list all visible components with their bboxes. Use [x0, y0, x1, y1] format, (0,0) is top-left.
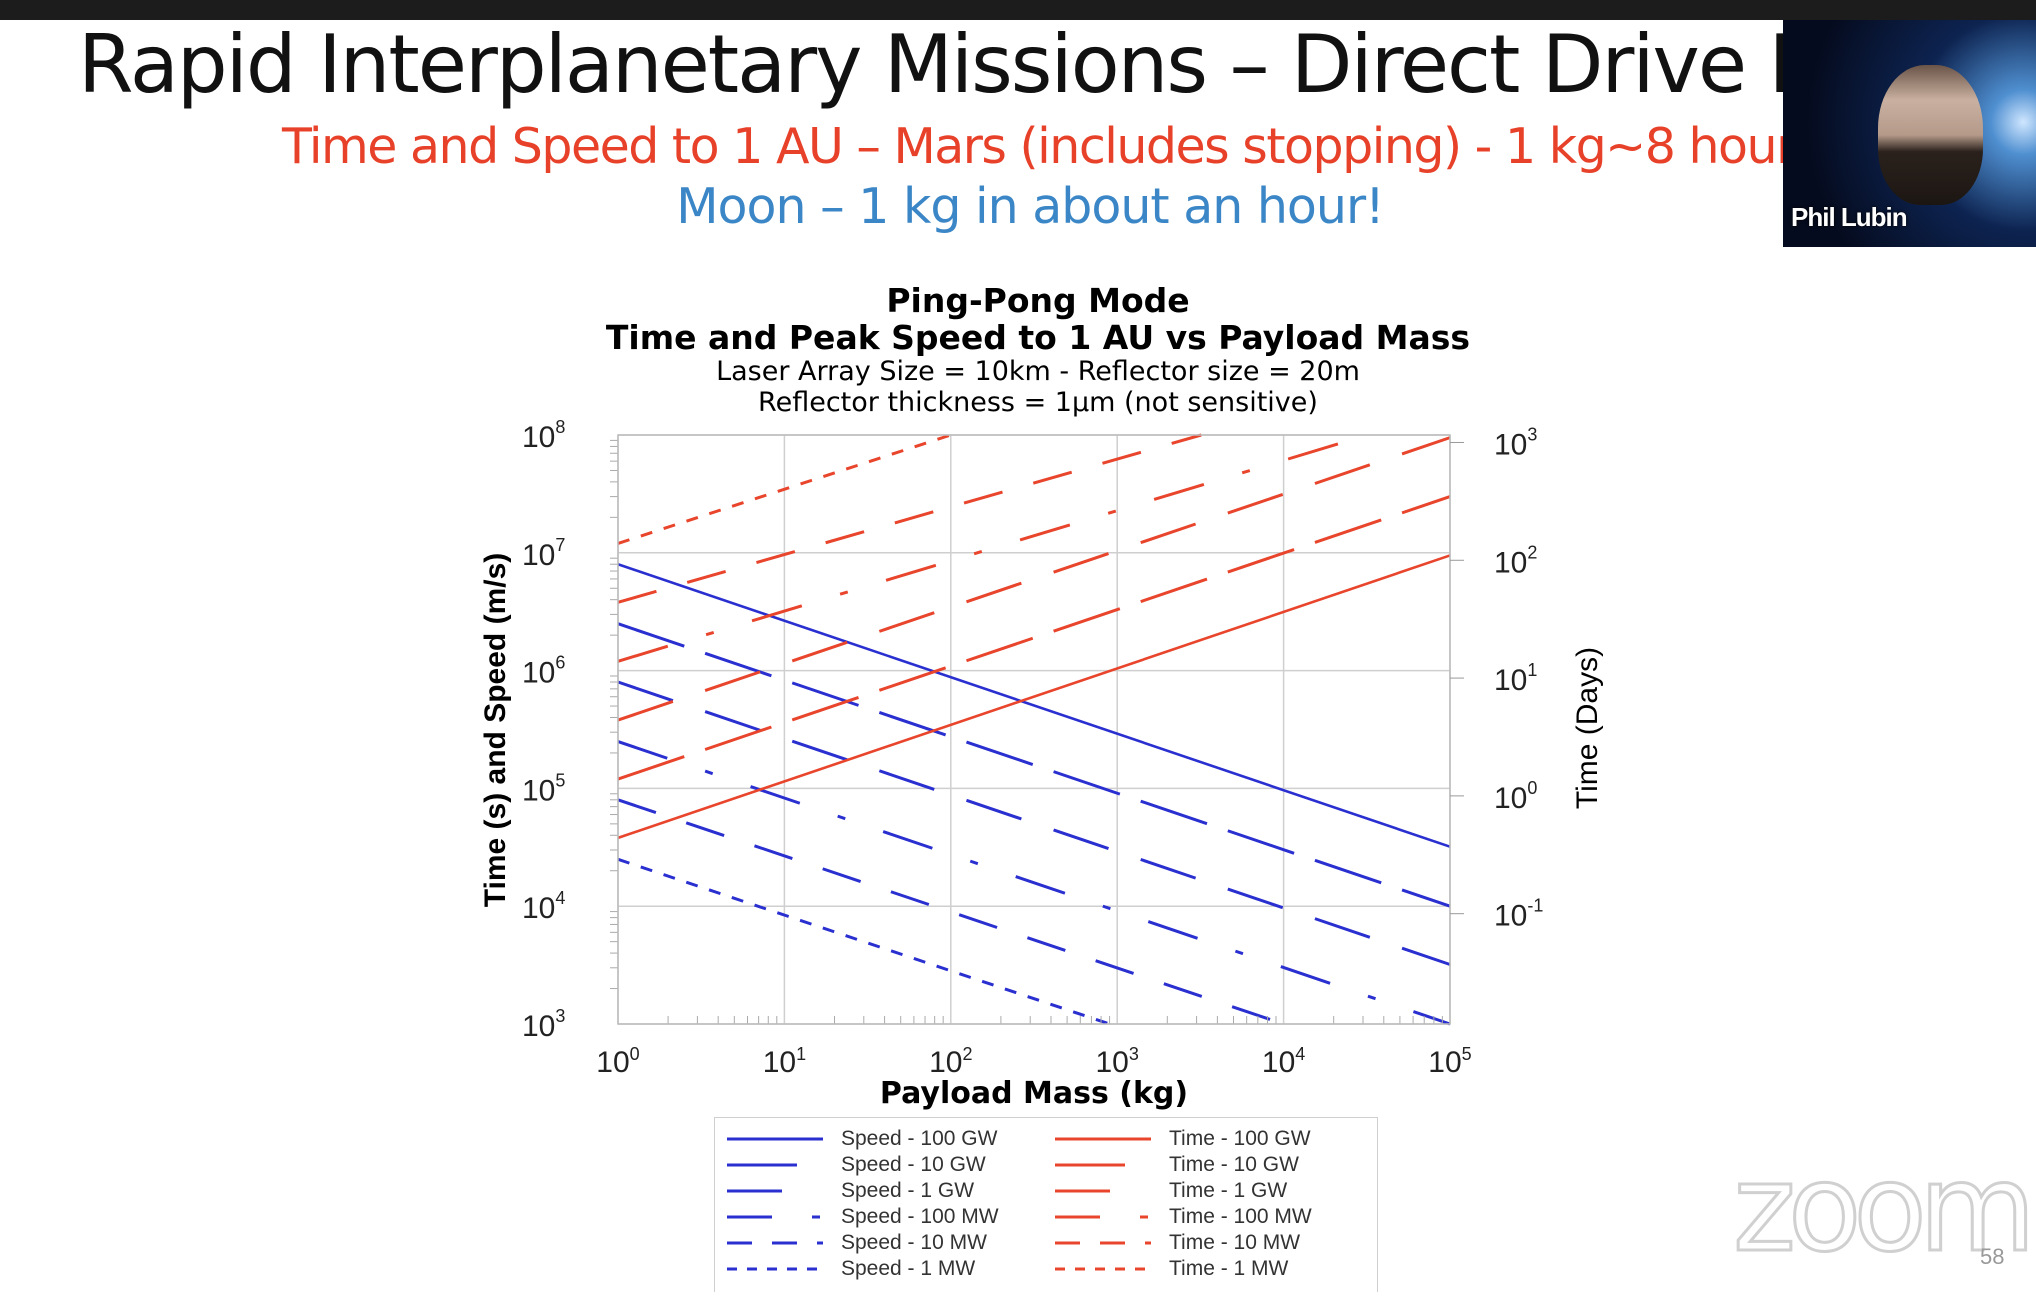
series-line-time-10-mw — [617, 433, 1202, 604]
right-tick-label: 10-1 — [1494, 896, 1543, 933]
y-tick-label: 107 — [522, 535, 565, 572]
right-tick-label: 101 — [1494, 660, 1537, 697]
series-line-speed-1-gw — [617, 680, 1451, 966]
x-tick-label: 100 — [596, 1044, 639, 1079]
slide-subtitle-moon: Moon – 1 kg in about an hour! — [676, 178, 1384, 235]
legend-label: Speed - 100 MW — [841, 1205, 999, 1228]
x-axis-label: Payload Mass (kg) — [880, 1076, 1188, 1111]
series-line-speed-10-gw — [617, 622, 1451, 908]
legend-item: Time - 1 GW — [1055, 1178, 1287, 1204]
chart-subtitle-2: Reflector thickness = 1μm (not sensitive… — [758, 387, 1318, 418]
grid — [617, 434, 1451, 1025]
legend-swatch — [1055, 1137, 1151, 1141]
legend-swatch — [1055, 1163, 1151, 1167]
participant-name: Phil Lubin — [1791, 202, 1908, 232]
legend-swatch — [727, 1163, 823, 1167]
series-line-time-1-mw — [617, 433, 952, 545]
legend-swatch — [727, 1267, 823, 1271]
chart-legend: Speed - 100 GW Time - 100 GW Speed - 10 GW… — [714, 1117, 1378, 1292]
x-tick-label: 104 — [1262, 1044, 1305, 1079]
page-number: 58 — [1980, 1244, 2005, 1269]
legend-swatch — [1055, 1241, 1151, 1245]
legend-item: Time - 100 MW — [1055, 1204, 1312, 1230]
chart-title-1: Ping-Pong Mode — [886, 281, 1189, 320]
legend-item: Speed - 100 GW — [727, 1126, 997, 1152]
legend-label: Time - 1 GW — [1169, 1179, 1288, 1202]
x-tick-label: 102 — [929, 1044, 972, 1079]
legend-label: Time - 100 MW — [1169, 1205, 1312, 1228]
legend-item: Speed - 1 GW — [727, 1178, 974, 1204]
series-line-speed-10-mw — [617, 798, 1285, 1026]
y-tick-label: 106 — [522, 653, 565, 690]
legend-swatch — [727, 1189, 823, 1193]
legend-item: Time - 10 GW — [1055, 1152, 1299, 1178]
x-tick-label: 101 — [763, 1044, 806, 1079]
legend-item: Speed - 10 MW — [727, 1230, 987, 1256]
legend-swatch — [727, 1241, 823, 1245]
y-axis-label: Time (s) and Speed (m/s) — [479, 553, 512, 908]
right-tick-label: 103 — [1494, 424, 1537, 461]
legend-label: Speed - 1 MW — [841, 1257, 976, 1280]
legend-label: Speed - 10 MW — [841, 1231, 987, 1254]
x-tick-label: 103 — [1096, 1044, 1139, 1079]
legend-label: Time - 10 GW — [1169, 1153, 1299, 1176]
chart-subtitle-1: Laser Array Size = 10km - Reflector size… — [716, 356, 1360, 387]
y-tick-label: 103 — [522, 1006, 565, 1043]
axes: 100 101 102 103 104 105 103 104 105 106 107 108 10-1… — [522, 417, 1543, 1079]
legend-item: Speed - 100 MW — [727, 1204, 999, 1230]
legend-label: Time - 10 MW — [1169, 1231, 1301, 1254]
legend-swatch — [1055, 1189, 1151, 1193]
legend-swatch — [1055, 1267, 1151, 1271]
webcam-video[interactable]: Phil Lubin — [1783, 20, 2036, 247]
right-tick-label: 102 — [1494, 542, 1537, 579]
right-axis-label: Time (Days) — [1571, 647, 1604, 809]
series-group — [617, 433, 1451, 1026]
legend-label: Speed - 10 GW — [841, 1153, 986, 1176]
series-line-time-100-gw — [617, 554, 1451, 840]
legend-item: Speed - 1 MW — [727, 1256, 975, 1282]
series-line-time-1-gw — [617, 436, 1451, 722]
series-line-speed-1-mw — [617, 857, 1111, 1026]
legend-item: Time - 100 GW — [1055, 1126, 1311, 1152]
zoom-watermark: zoom — [1732, 1139, 2036, 1281]
legend-label: Speed - 1 GW — [841, 1179, 975, 1202]
y-tick-label: 108 — [522, 417, 565, 454]
plot-frame — [617, 434, 1451, 1025]
legend-item: Time - 10 MW — [1055, 1230, 1300, 1256]
legend-swatch — [1055, 1215, 1151, 1219]
right-tick-label: 100 — [1494, 778, 1537, 815]
series-line-time-10-gw — [617, 495, 1451, 781]
legend-label: Time - 100 GW — [1169, 1127, 1311, 1150]
participant-video — [1878, 65, 1983, 205]
legend-item: Speed - 10 GW — [727, 1152, 986, 1178]
slide-title: Rapid Interplanetary Missions – Direct D… — [78, 18, 1838, 111]
legend-item: Time - 1 MW — [1055, 1256, 1288, 1282]
y-tick-label: 104 — [522, 888, 565, 925]
series-line-speed-100-mw — [617, 740, 1451, 1026]
series-line-time-100-mw — [617, 433, 1369, 663]
x-tick-label: 105 — [1428, 1044, 1471, 1079]
y-tick-label: 105 — [522, 770, 565, 807]
top-bar — [0, 0, 2036, 20]
legend-swatch — [727, 1215, 823, 1219]
legend-swatch — [727, 1137, 823, 1141]
chart-title-2: Time and Peak Speed to 1 AU vs Payload M… — [606, 318, 1470, 357]
legend-label: Time - 1 MW — [1169, 1257, 1289, 1280]
series-line-speed-100-gw — [617, 562, 1451, 848]
slide-subtitle-mars: Time and Speed to 1 AU – Mars (includes … — [282, 118, 1820, 175]
legend-label: Speed - 100 GW — [841, 1127, 998, 1150]
